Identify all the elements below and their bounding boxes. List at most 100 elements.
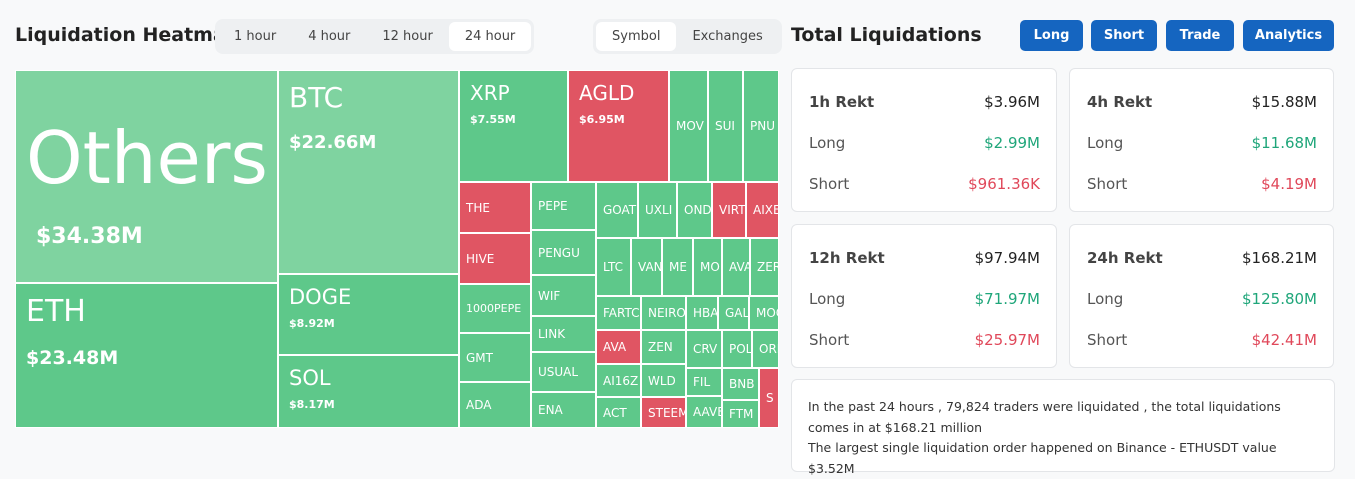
tile[interactable]: POL <box>722 330 752 368</box>
tile-label: ORI <box>759 342 779 356</box>
tile-label: LINK <box>538 327 566 341</box>
tile-label: SUI <box>715 119 735 133</box>
tile[interactable]: VIRT <box>712 182 746 238</box>
tile[interactable]: GMT <box>459 333 531 382</box>
tile[interactable]: GAL <box>718 296 749 330</box>
tile[interactable]: ORI <box>752 330 779 368</box>
tile[interactable]: NEIRO <box>641 296 686 330</box>
rekt-card: 1h Rekt $3.96M Long $2.99M Short $961.36K <box>791 68 1057 212</box>
tile[interactable]: BNB <box>722 368 759 400</box>
tile[interactable]: FARTC <box>596 296 641 330</box>
tile[interactable]: ZER <box>750 238 779 296</box>
card-title: 24h Rekt <box>1087 249 1163 267</box>
tile[interactable]: ACT <box>596 397 641 428</box>
tile-label: AAVE <box>693 405 722 419</box>
card-header: 4h Rekt $15.88M <box>1087 93 1317 111</box>
tile[interactable]: DOGE $8.92M <box>278 274 459 355</box>
nav-button[interactable]: Short <box>1091 20 1157 51</box>
tile-label: USUAL <box>538 365 579 379</box>
time-tab[interactable]: 12 hour <box>382 29 433 44</box>
tile[interactable]: AI16Z <box>596 364 641 397</box>
tile[interactable]: LINK <box>531 316 596 352</box>
note-line: In the past 24 hours , 79,824 traders we… <box>808 399 1281 435</box>
nav-button[interactable]: Long <box>1020 20 1083 51</box>
tile[interactable]: ZEN <box>641 330 686 364</box>
tile-label: FIL <box>693 375 711 389</box>
card-row: Short $25.97M <box>809 331 1040 349</box>
tile-label: ENA <box>538 403 563 417</box>
tile-label: XRP <box>470 81 510 105</box>
tile[interactable]: AVA <box>722 238 750 296</box>
tile-value: $34.38M <box>36 224 143 250</box>
tile-label: ACT <box>603 405 627 420</box>
nav-button[interactable]: Analytics <box>1243 20 1334 51</box>
tile[interactable]: AGLD $6.95M <box>568 70 669 182</box>
card-row: Long $71.97M <box>809 290 1040 308</box>
summary-title: Total Liquidations <box>791 24 982 46</box>
tile[interactable]: MOO <box>749 296 779 330</box>
tile-label: THE <box>466 200 490 215</box>
tile[interactable]: LTC <box>596 238 631 296</box>
time-tab[interactable]: 24 hour <box>448 22 532 51</box>
tile[interactable]: ETH $23.48M <box>15 283 278 428</box>
time-tab[interactable]: 4 hour <box>308 29 351 44</box>
tile-value: $8.17M <box>289 398 335 411</box>
card-row: Short $42.41M <box>1087 331 1317 349</box>
nav-button[interactable]: Trade <box>1166 20 1234 51</box>
tile[interactable]: THE <box>459 182 531 233</box>
tile[interactable]: VAN <box>631 238 662 296</box>
tile[interactable]: SOL $8.17M <box>278 355 459 428</box>
tile[interactable]: CRV <box>686 330 722 368</box>
card-row: Long $11.68M <box>1087 134 1317 152</box>
tile-label: Others <box>26 116 268 200</box>
tile[interactable]: Others $34.38M <box>15 70 278 283</box>
tile[interactable]: MO <box>693 238 722 296</box>
tile[interactable]: HBA <box>686 296 718 330</box>
tile-label: UXLI <box>645 203 673 217</box>
tile-label: DOGE <box>289 285 352 309</box>
tile-label: ETH <box>26 294 86 329</box>
tile[interactable]: XRP $7.55M <box>459 70 568 182</box>
tile-label: 1000PEPE <box>466 302 522 315</box>
tile[interactable]: WIF <box>531 275 596 316</box>
tile-label: OND <box>684 203 712 217</box>
tile[interactable]: AIXE <box>746 182 779 238</box>
view-tab[interactable]: Symbol <box>596 22 677 51</box>
tile[interactable]: FIL <box>686 368 722 396</box>
tile[interactable]: PENGU <box>531 230 596 275</box>
card-total: $3.96M <box>984 93 1040 111</box>
tile-label: PNU <box>750 119 775 133</box>
tile[interactable]: UXLI <box>638 182 677 238</box>
tile[interactable]: STEEM <box>641 397 686 428</box>
row-value: $71.97M <box>974 290 1040 308</box>
tile[interactable]: PEPE <box>531 182 596 230</box>
tile[interactable]: GOAT <box>596 182 638 238</box>
tile[interactable]: HIVE <box>459 233 531 284</box>
tile[interactable]: ENA <box>531 392 596 428</box>
view-tab[interactable]: Exchanges <box>692 29 763 44</box>
time-tab[interactable]: 1 hour <box>234 29 277 44</box>
tile[interactable]: AVA <box>596 330 641 364</box>
summary-note: In the past 24 hours , 79,824 traders we… <box>791 379 1335 476</box>
title: Liquidation Heatmap <box>15 24 240 46</box>
tile[interactable]: AAVE <box>686 396 722 428</box>
tile[interactable]: OND <box>677 182 712 238</box>
tile[interactable]: ADA <box>459 382 531 428</box>
tile-label: VAN <box>638 260 662 274</box>
rekt-card: 12h Rekt $97.94M Long $71.97M Short $25.97M <box>791 224 1057 368</box>
tile-label: STEEM <box>648 405 686 420</box>
card-total: $168.21M <box>1242 249 1317 267</box>
tile[interactable]: MOV <box>669 70 708 182</box>
tile[interactable]: 1000PEPE <box>459 284 531 333</box>
tile-label: GAL <box>725 306 749 320</box>
tile[interactable]: S <box>759 368 779 428</box>
tile[interactable]: WLD <box>641 364 686 397</box>
tile[interactable]: PNU <box>743 70 779 182</box>
tile-label: AVA <box>729 260 750 274</box>
row-label: Short <box>809 175 850 193</box>
tile[interactable]: BTC $22.66M <box>278 70 459 274</box>
tile[interactable]: SUI <box>708 70 743 182</box>
tile[interactable]: ME <box>662 238 693 296</box>
tile[interactable]: USUAL <box>531 352 596 392</box>
tile[interactable]: FTM <box>722 400 759 428</box>
